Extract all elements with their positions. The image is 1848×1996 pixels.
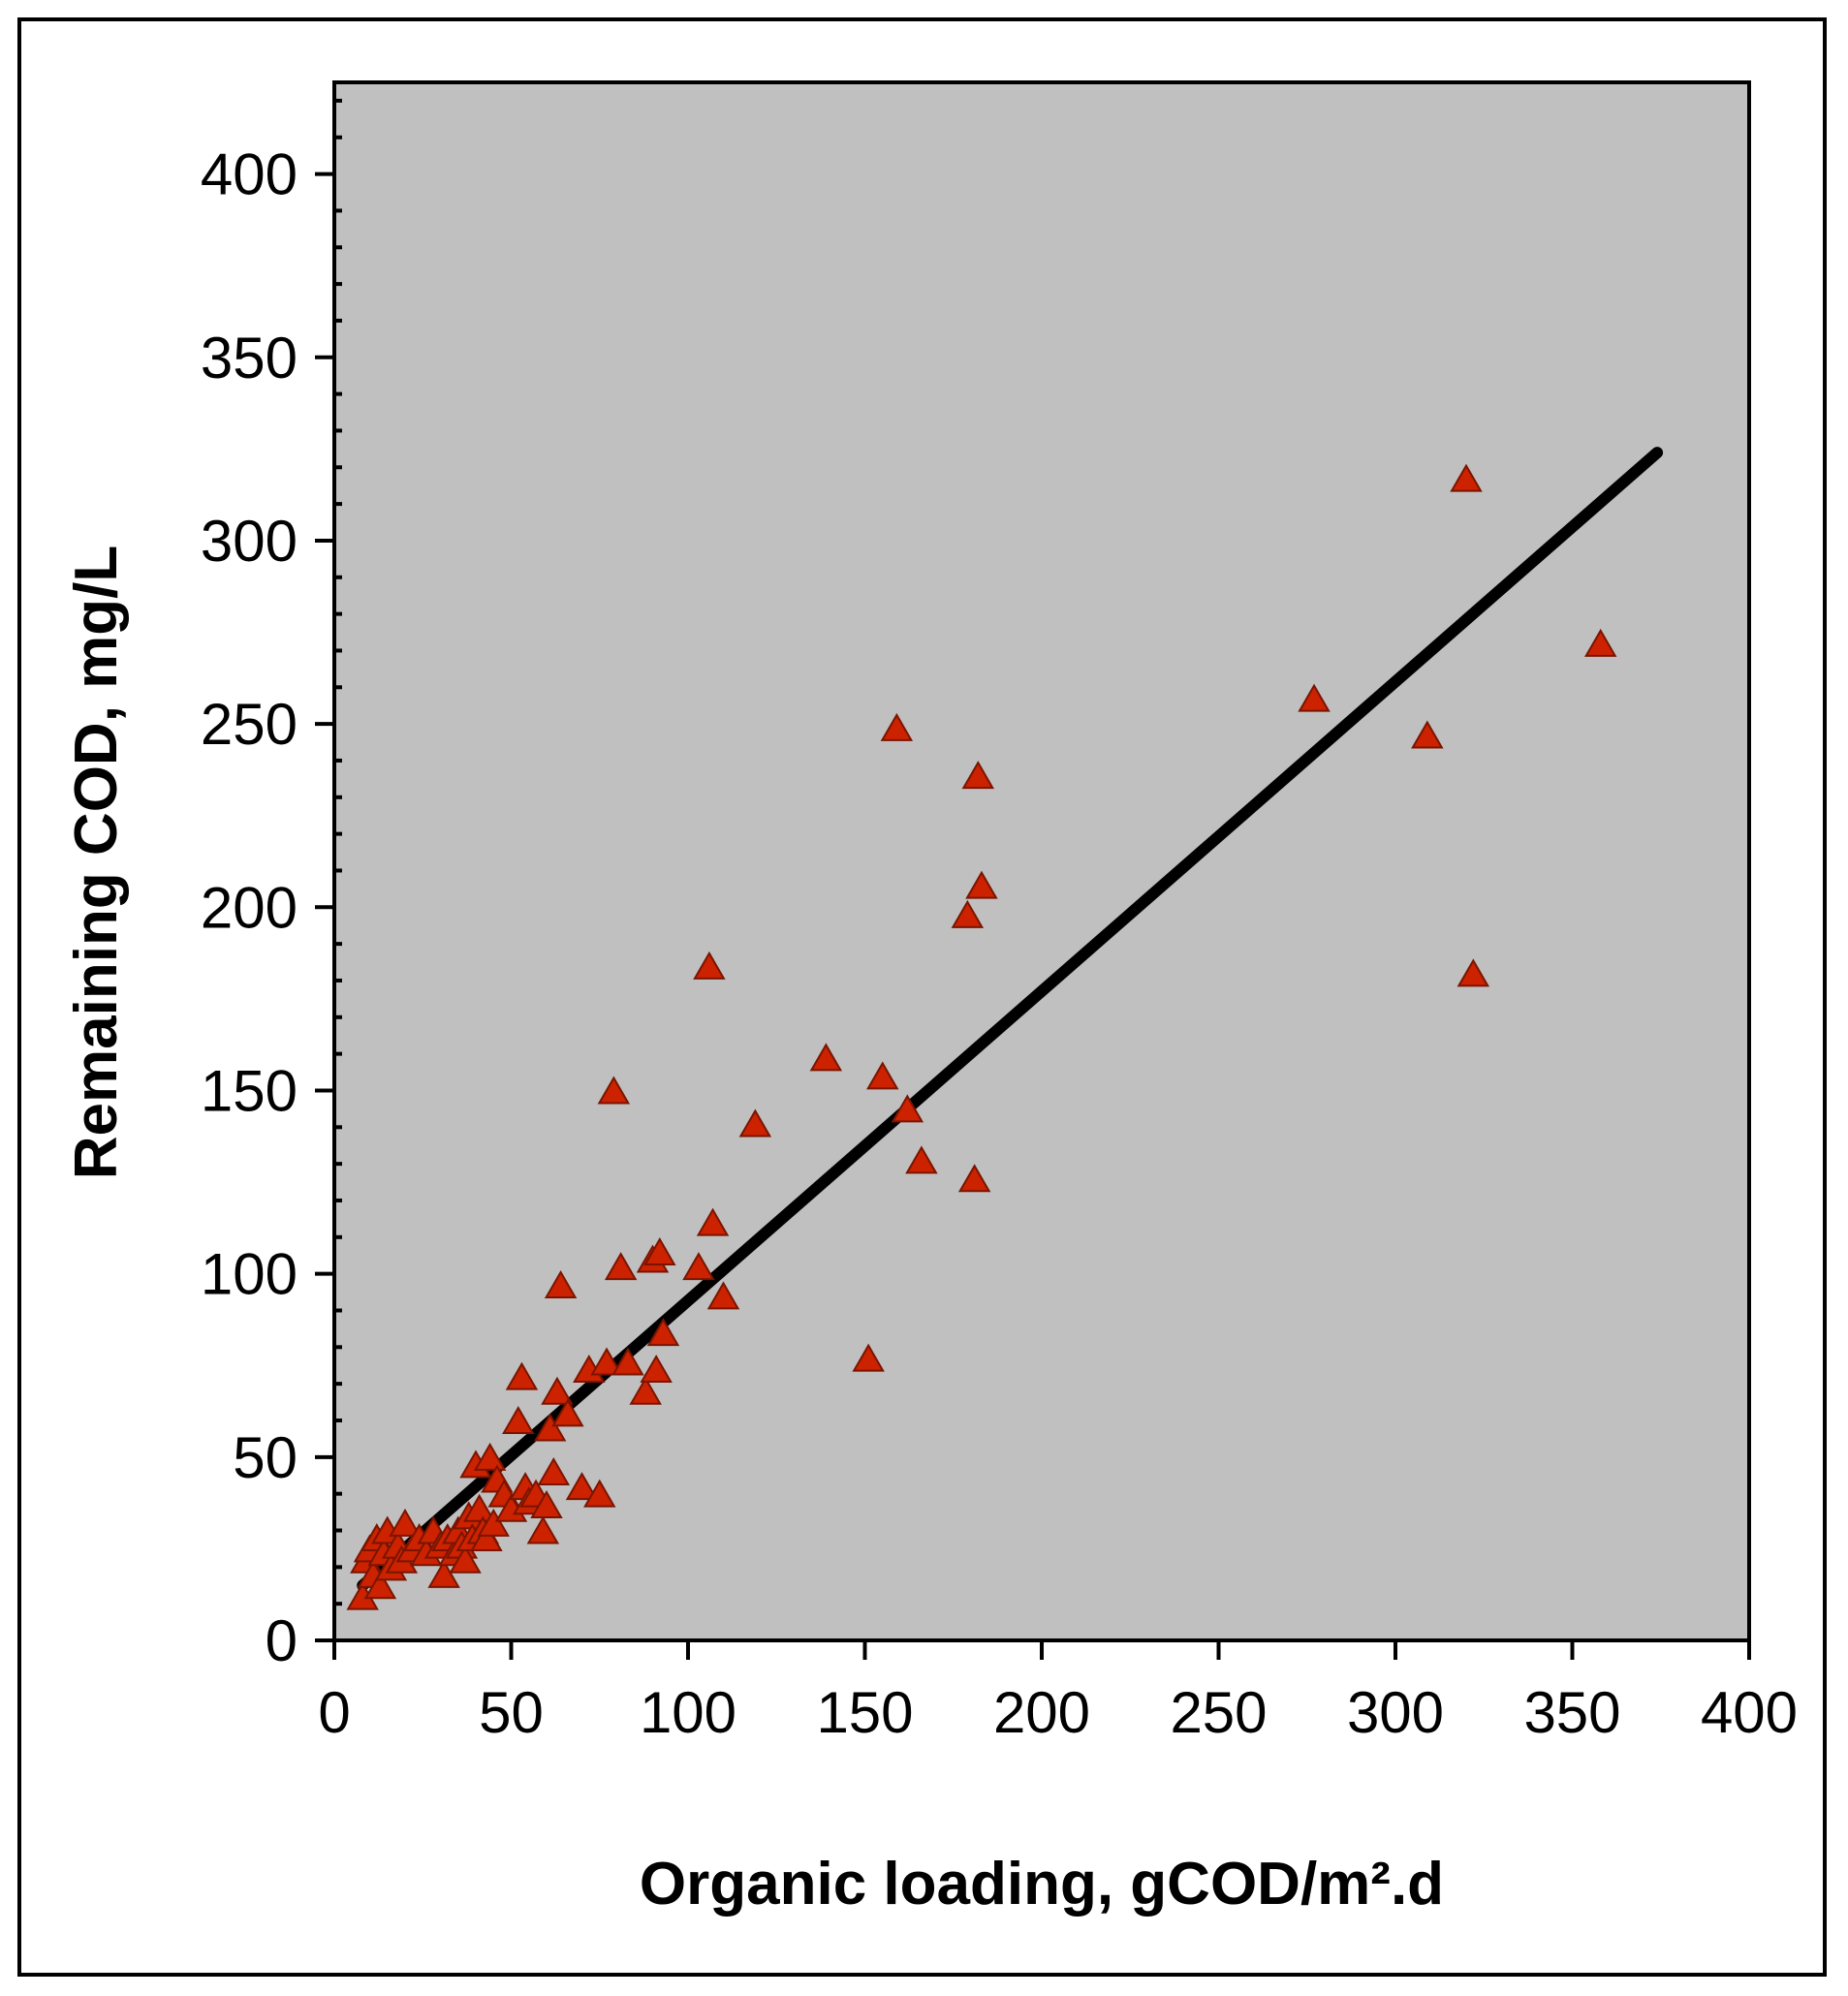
data-point-marker xyxy=(643,1236,676,1265)
data-point-marker xyxy=(880,712,914,741)
data-point-marker xyxy=(809,1043,843,1072)
data-point-marker xyxy=(640,1355,673,1384)
data-point-marker xyxy=(544,1269,578,1298)
data-point-marker xyxy=(965,870,998,899)
data-point-marker xyxy=(526,1515,560,1544)
data-point-marker xyxy=(629,1376,662,1405)
x-tick-label: 100 xyxy=(640,1680,736,1745)
data-point-marker xyxy=(473,1442,507,1471)
x-axis-title: Organic loading, gCOD/m².d xyxy=(640,1851,1444,1918)
data-point-marker xyxy=(693,951,726,980)
x-tick-label: 200 xyxy=(993,1680,1090,1745)
data-point-marker xyxy=(1298,683,1331,712)
data-point-marker xyxy=(590,1347,623,1376)
data-point-marker xyxy=(1583,628,1617,657)
data-point-marker xyxy=(477,1508,510,1537)
data-point-marker xyxy=(604,1252,638,1281)
data-point-marker xyxy=(537,1456,571,1485)
y-tick-label: 150 xyxy=(201,1058,298,1123)
y-tick-label: 350 xyxy=(201,326,298,390)
y-tick-label: 300 xyxy=(201,509,298,574)
data-point-marker xyxy=(866,1061,899,1090)
data-point-marker xyxy=(363,1571,397,1600)
data-point-marker xyxy=(682,1252,715,1281)
x-tick-label: 300 xyxy=(1347,1680,1444,1745)
data-point-marker xyxy=(533,1413,567,1442)
y-tick-label: 200 xyxy=(201,875,298,940)
y-tick-label: 0 xyxy=(266,1608,298,1673)
data-point-marker xyxy=(427,1559,460,1588)
data-point-marker xyxy=(1450,463,1483,492)
x-tick-label: 0 xyxy=(318,1680,350,1745)
data-point-marker xyxy=(597,1076,631,1105)
data-point-marker xyxy=(1411,720,1444,749)
data-point-marker xyxy=(551,1398,584,1427)
data-point-marker xyxy=(389,1508,422,1537)
data-point-marker xyxy=(470,1523,503,1552)
data-point-marker xyxy=(706,1281,740,1310)
data-point-marker xyxy=(738,1108,772,1138)
data-point-marker xyxy=(565,1472,599,1501)
fit-line-group xyxy=(357,447,1664,1592)
y-tick-label: 400 xyxy=(201,142,298,207)
data-point-marker xyxy=(462,1493,496,1522)
plot-area xyxy=(332,80,1751,1642)
x-tick-label: 350 xyxy=(1523,1680,1620,1745)
data-point-marker xyxy=(611,1347,644,1376)
data-point-marker xyxy=(530,1490,563,1519)
data-point-marker xyxy=(696,1207,730,1236)
x-tick-label: 400 xyxy=(1701,1680,1798,1745)
y-tick-label: 250 xyxy=(201,692,298,757)
data-point-marker xyxy=(505,1361,539,1390)
data-point-marker xyxy=(449,1544,482,1574)
data-point-marker xyxy=(852,1343,885,1372)
data-point-marker xyxy=(951,899,985,928)
data-point-marker xyxy=(502,1405,535,1434)
data-point-marker xyxy=(1456,958,1490,987)
y-tick-label: 50 xyxy=(233,1425,298,1490)
data-point-marker xyxy=(583,1479,616,1508)
data-point-marker xyxy=(541,1376,574,1405)
data-points xyxy=(346,463,1617,1610)
y-axis-ticks: 0 50 100 150 200 250 300 350 400 xyxy=(201,98,342,1673)
y-axis-title: Remaining COD, mg/L xyxy=(63,546,130,1179)
data-point-marker xyxy=(905,1145,938,1174)
data-point-marker xyxy=(891,1094,924,1123)
x-tick-label: 150 xyxy=(816,1680,913,1745)
data-point-marker xyxy=(646,1318,680,1347)
x-tick-label: 50 xyxy=(479,1680,544,1745)
fit-line xyxy=(357,447,1664,1592)
x-tick-label: 250 xyxy=(1170,1680,1267,1745)
data-point-marker xyxy=(961,761,995,790)
x-axis-ticks: 0 50 100 150 200 250 300 350 400 xyxy=(318,1640,1798,1745)
y-tick-label: 100 xyxy=(201,1242,298,1307)
data-point-marker xyxy=(957,1164,991,1193)
